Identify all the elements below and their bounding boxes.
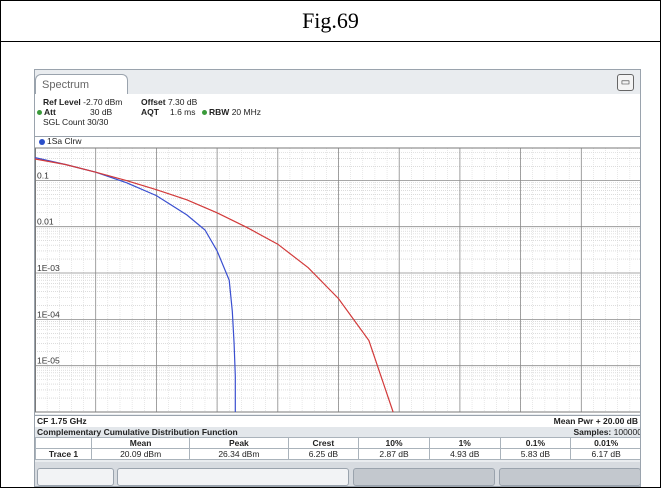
series-line-2 [35,158,394,413]
aqt: AQT [141,107,159,117]
table-cell: Trace 1 [35,448,92,460]
table-cell: 4.93 dB [428,448,501,460]
softkey-bar [35,462,640,486]
ccdf-title: Complementary Cumulative Distribution Fu… [37,427,238,437]
table-cell: 2.87 dB [358,448,430,460]
table-cell: 20.09 dBm [90,448,191,460]
trace-label-text: 1Sa Clrw [47,136,82,146]
table-header: Crest [287,437,360,449]
offset-value: 7.30 dB [167,97,198,107]
att-value: 30 dB [90,107,113,117]
ccdf-header: Complementary Cumulative Distribution Fu… [35,427,641,437]
y-tick-label: 1E-05 [37,356,60,366]
measurement-settings: Ref Level -2.70 dBm Offset 7.30 dB Att 3… [35,94,640,136]
ccdf-chart: 0.1 0.01 1E-03 1E-04 1E-05 [35,147,640,413]
ref-level-label: Ref Level [43,97,81,107]
att-indicator-icon [37,110,42,116]
rbw-label: RBW [209,107,230,117]
table-cell: 5.83 dB [499,448,572,460]
table-header: 0.01% [570,437,640,449]
rbw-value: 20 MHz [231,107,261,117]
table-header: 1% [428,437,501,449]
table-cell: 26.34 dBm [189,448,289,460]
table-header: Peak [189,437,289,449]
aqt-value: 1.6 ms [170,107,196,117]
ccdf-plot: 0.1 0.01 1E-03 1E-04 1E-05 [35,146,640,414]
table-header [35,437,92,449]
ref-level: Ref Level -2.70 dBm [43,97,122,107]
softkey-2[interactable] [117,468,349,486]
samples: Samples: 100000 [573,427,641,437]
att: Att [37,107,56,117]
center-frequency: CF 1.75 GHz [37,416,87,426]
softkey-3[interactable] [353,468,495,486]
table-cell: 6.17 dB [570,448,640,460]
offset-label: Offset [141,97,166,107]
samples-label: Samples: [573,427,612,437]
table-row: Trace 1 20.09 dBm 26.34 dBm 6.25 dB 2.87… [35,448,640,460]
offset: Offset 7.30 dB [141,97,197,107]
ref-level-value: -2.70 dBm [83,97,123,107]
softkey-4[interactable] [499,468,640,486]
att-label: Att [44,107,56,117]
trace-label: 1Sa Clrw [39,136,81,146]
mean-power: Mean Pwr + 20.00 dB [553,416,638,426]
series-line-1 [35,157,236,412]
plot-border [35,147,640,413]
y-tick-label: 1E-03 [37,263,60,273]
y-tick-label: 1E-04 [37,309,60,319]
ccdf-results-table: Mean Peak Crest 10% 1% 0.1% 0.01% Trace … [35,437,640,460]
samples-value: 100000 [613,427,641,437]
table-cell: 6.25 dB [287,448,360,460]
tab-spectrum[interactable]: Spectrum [35,74,128,94]
table-header: 10% [358,437,430,449]
y-tick-label: 0.1 [37,170,49,180]
rbw-indicator-icon [202,110,207,116]
table-header: 0.1% [499,437,572,449]
sgl-count: SGL Count 30/30 [43,117,109,127]
rbw: RBW 20 MHz [202,107,261,117]
trace-color-icon [39,138,45,145]
figure-title: Fig.69 [1,1,660,42]
aqt-label: AQT [141,107,159,117]
softkey-1[interactable] [37,468,114,486]
table-header-row: Mean Peak Crest 10% 1% 0.1% 0.01% [35,437,640,449]
analyzer-window: Spectrum Ref Level -2.70 dBm Offset 7.30… [34,69,641,487]
display-config-icon[interactable]: ▭ [617,74,634,91]
table-header: Mean [90,437,191,449]
y-tick-label: 0.01 [37,217,54,227]
